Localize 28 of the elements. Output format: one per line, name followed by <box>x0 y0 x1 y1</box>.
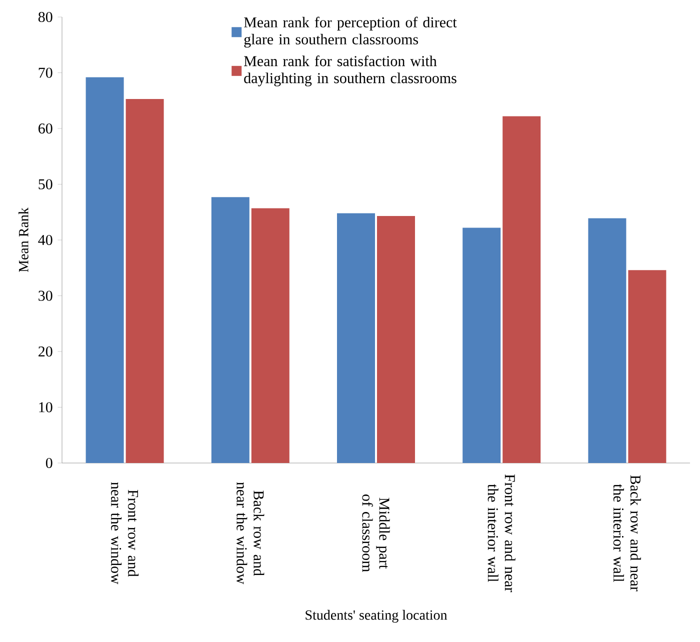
y-tick-label: 10 <box>39 402 52 412</box>
x-tick-label: Middle part of classroom <box>362 494 390 572</box>
bar <box>211 197 250 464</box>
y-tick-label: 80 <box>38 12 52 22</box>
y-axis-title: Mean Rank <box>18 208 28 272</box>
bar <box>588 218 626 464</box>
y-tick-label: 50 <box>38 179 52 190</box>
x-axis-title: Students' seating location <box>306 610 448 623</box>
x-tick-label: Back row and near the interior wall <box>613 475 641 592</box>
bar <box>126 98 164 464</box>
legend-label: Mean rank for perception of direct glare in southern classrooms <box>244 16 457 48</box>
y-tick-label: 40 <box>38 234 52 246</box>
y-tick-label: 60 <box>38 123 52 134</box>
bar <box>86 77 124 464</box>
bar <box>462 228 501 464</box>
y-tick-label: 30 <box>38 290 52 301</box>
bar <box>628 270 666 464</box>
y-tick-label: 0 <box>46 458 52 468</box>
bar <box>251 208 290 464</box>
bar <box>376 216 415 464</box>
x-tick-label: Front row and near the window <box>111 482 139 584</box>
y-tick-label: 20 <box>38 346 52 357</box>
x-tick-label: Front row and near the interior wall <box>488 474 516 592</box>
x-tick-label: Back row and near the window <box>236 482 264 584</box>
bar <box>502 116 541 464</box>
bar <box>337 213 376 464</box>
legend-label: Mean rank for satisfaction with daylighting in southern classrooms <box>244 56 456 86</box>
y-tick-label: 70 <box>38 68 52 78</box>
